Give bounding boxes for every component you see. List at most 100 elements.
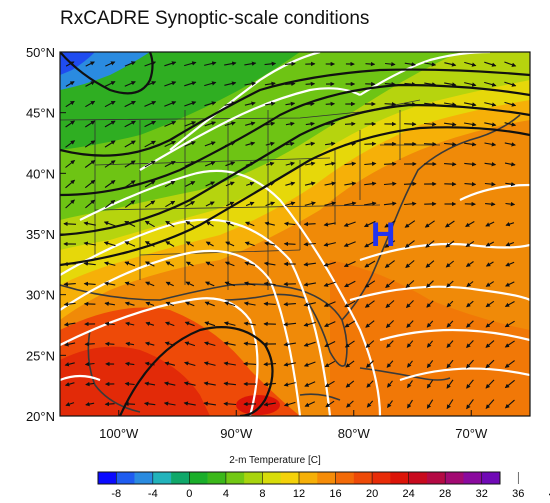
wind-arrow [183,401,196,406]
colorbar-tick-label: 4 [223,488,229,500]
wind-arrow [105,61,116,67]
colorbar-tick-label: 24 [403,488,415,500]
wind-arrow [265,121,276,126]
wind-arrow [344,300,356,308]
wind-arrow [325,400,335,408]
wind-arrow [144,381,156,386]
wind-arrow [223,401,237,406]
wind-arrow [404,101,417,107]
wind-arrow [325,101,336,107]
latitude-axis: 50°N 45°N 40°N 35°N 30°N 25°N 20°N [26,45,66,424]
wind-arrow [364,260,376,268]
colorbar-swatch [445,472,464,484]
wind-arrow [484,122,497,127]
wind-arrow [446,379,454,389]
wind-arrow [303,361,316,367]
wind-arrow [84,341,95,347]
wind-arrow [303,282,317,287]
wind-arrow [104,341,115,347]
wind-arrow [63,322,76,327]
wind-arrow [83,241,96,246]
wind-arrow [165,200,176,208]
wind-arrow [364,300,375,308]
wind-arrow [283,221,296,226]
wind-arrow [165,261,175,267]
wind-arrow [85,401,95,407]
wind-arrow [425,260,435,268]
wind-arrow [204,61,217,66]
wind-arrow [246,181,255,186]
wind-arrow [263,382,276,387]
wind-arrow [124,241,136,247]
wind-arrow [104,281,116,286]
wind-arrow [204,81,217,87]
wind-arrow [285,201,296,207]
wind-arrow [484,61,497,67]
wind-arrow [285,81,296,87]
wind-arrow [265,161,275,167]
high-pressure-label: H [371,216,396,254]
wind-arrow [285,161,296,166]
wind-arrow [465,240,475,248]
lon-tick-label: 70°W [455,426,488,441]
wind-arrow [466,359,474,369]
wind-arrow [485,281,494,287]
wind-arrow [85,61,95,67]
wind-arrow [144,160,156,168]
wind-arrow [145,321,155,326]
wind-arrow [203,341,216,347]
wind-arrow [244,61,257,66]
wind-arrow [164,101,177,107]
wind-arrow [65,61,75,67]
wind-arrow [465,221,475,227]
wind-arrow [504,162,516,167]
wind-arrow [124,120,136,128]
lat-tick-label: 45°N [26,106,55,121]
wind-arrow [164,61,177,67]
wind-arrow [407,360,413,368]
wind-arrow [405,280,415,288]
wind-arrow [343,221,356,227]
lat-tick-label: 20°N [26,409,55,424]
wind-arrow [424,82,437,87]
wind-arrow [165,321,175,327]
wind-arrow [404,201,417,207]
wind-arrow [124,200,136,208]
wind-arrow [283,342,296,347]
colorbar-swatch [116,472,135,484]
wind-arrow [304,401,316,407]
wind-arrow [504,320,515,328]
wind-arrow [323,242,336,247]
wind-arrow [303,302,316,307]
wind-arrow [505,281,515,287]
wind-arrow [384,101,397,107]
wind-arrow [83,221,96,226]
wind-arrow [303,262,316,267]
wind-arrow [65,402,75,407]
wind-arrow [244,81,257,86]
wind-arrow [184,61,197,67]
wind-arrow [225,201,235,207]
wind-arrow [144,361,155,366]
wind-arrow [387,380,393,388]
wind-arrow [383,201,397,206]
wind-arrow [144,101,157,107]
wind-arrow [104,180,116,188]
wind-arrow [364,181,377,186]
wind-arrow [185,281,195,287]
wind-arrow [224,121,236,127]
wind-arrow [225,161,236,167]
colorbar-swatch [225,472,245,484]
wind-arrow [104,81,116,87]
wind-arrow [445,260,455,268]
wind-arrow [304,201,316,206]
wind-arrow [124,140,136,148]
wind-arrow [344,141,357,147]
wind-arrow [504,301,515,307]
wind-arrow [385,320,394,329]
white-contours [60,52,530,416]
wind-arrow [444,220,455,228]
wind-arrow [124,261,136,267]
wind-arrow [305,101,315,107]
wind-arrow [103,221,116,227]
